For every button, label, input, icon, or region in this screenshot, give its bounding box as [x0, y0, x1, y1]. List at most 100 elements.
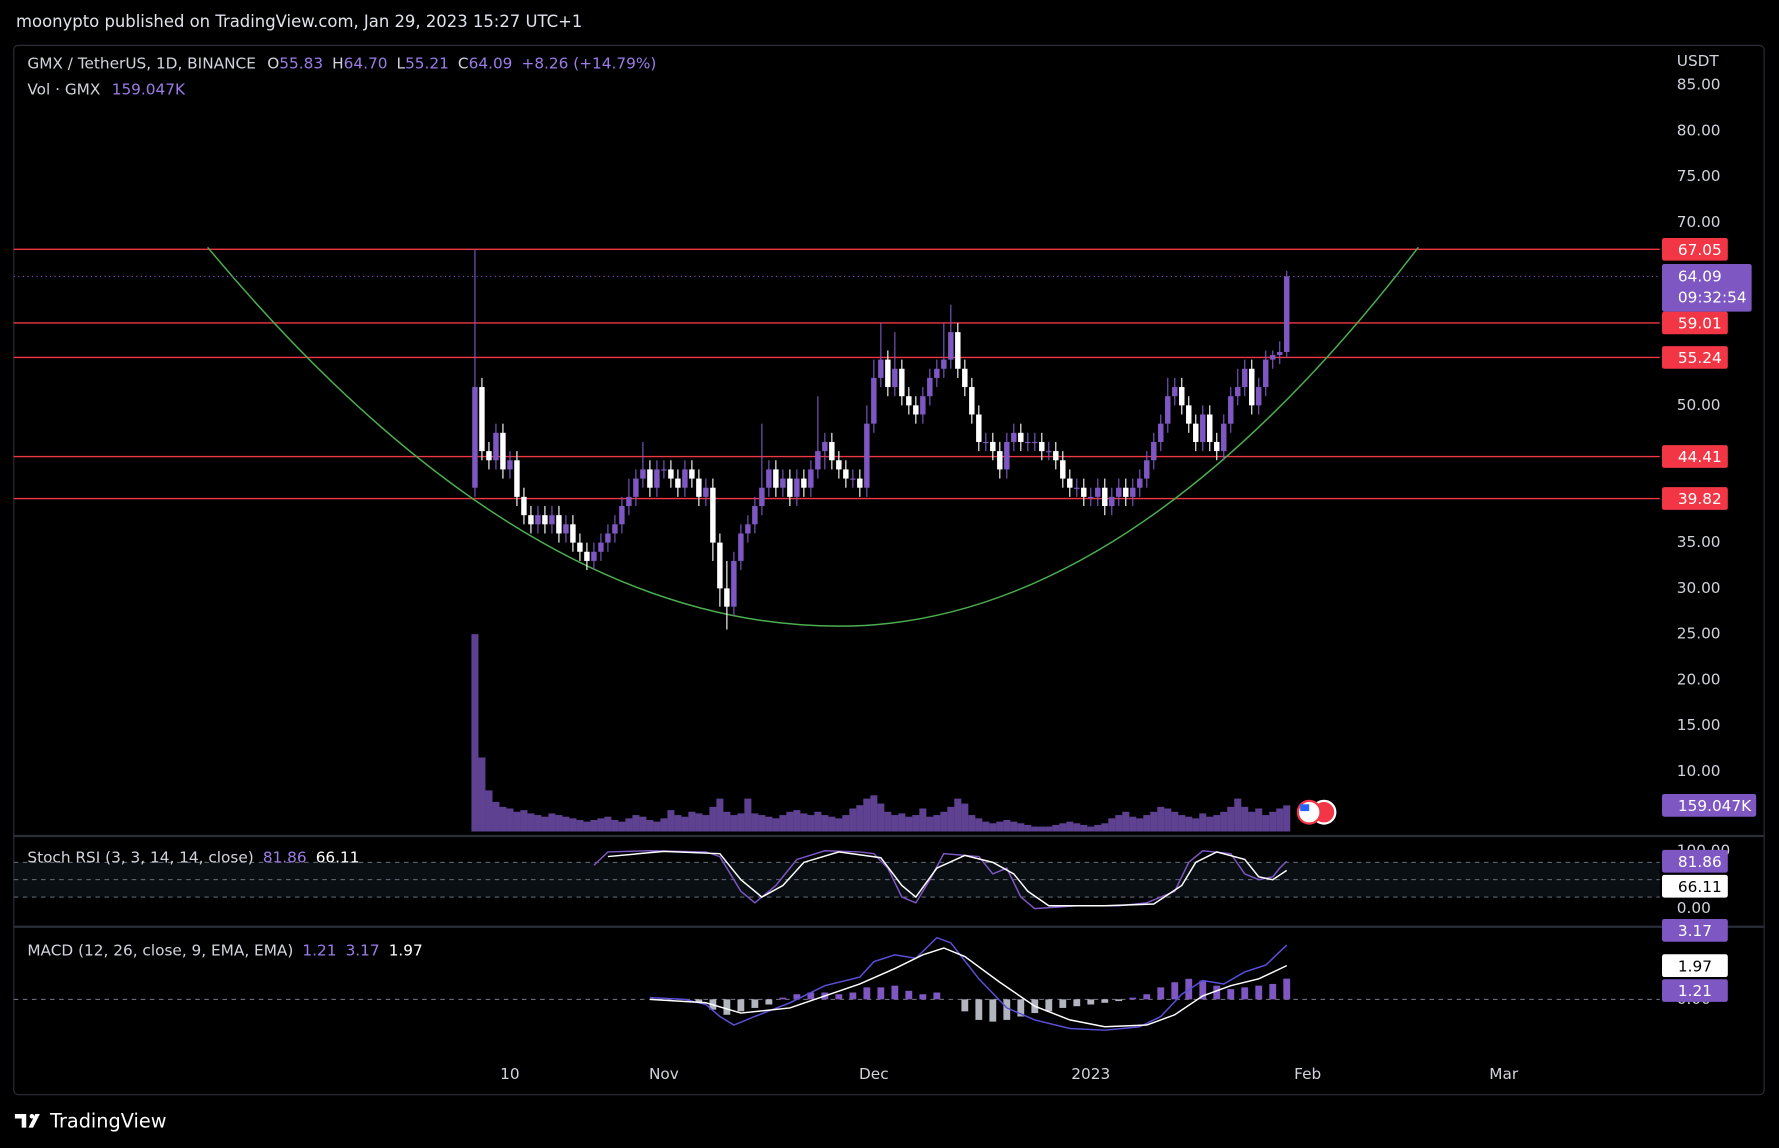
- candle-body: [843, 469, 849, 479]
- candle-body: [1270, 355, 1276, 360]
- candle-body: [1039, 441, 1045, 452]
- volume-bar: [583, 821, 591, 832]
- macd-histogram-bar: [1269, 983, 1277, 1000]
- volume-bar: [975, 818, 983, 832]
- volume-bar: [800, 813, 808, 832]
- candle-body: [808, 469, 814, 488]
- volume-bar: [534, 815, 542, 832]
- candle-body: [836, 460, 842, 470]
- level-label-text: 44.41: [1678, 448, 1722, 466]
- candle-body: [1144, 460, 1150, 479]
- indicator-line: [649, 936, 1288, 1031]
- candle-body: [472, 387, 478, 488]
- candle-body: [794, 478, 800, 497]
- macd-histogram-bar: [975, 999, 983, 1020]
- volume-bar: [1052, 824, 1060, 832]
- candle-body: [752, 506, 758, 525]
- candle-body: [1158, 423, 1164, 442]
- volume-bar: [772, 818, 780, 832]
- candle-body: [829, 441, 835, 461]
- volume-bar: [849, 808, 857, 832]
- ohlc-key: H: [332, 54, 344, 72]
- volume-bar: [1199, 813, 1207, 832]
- volume-bar: [590, 819, 598, 832]
- candle-body: [1284, 276, 1290, 353]
- macd-histogram-bar: [723, 999, 731, 1015]
- price-box-countdown: 09:32:54: [1678, 288, 1747, 306]
- candle-body: [675, 478, 681, 488]
- candle-body: [689, 469, 695, 479]
- volume-bar: [471, 634, 479, 832]
- candle-body: [1207, 414, 1213, 442]
- candle-body: [850, 478, 856, 480]
- candle-body: [864, 423, 870, 488]
- volume-bar: [1073, 823, 1081, 832]
- volume-bar: [562, 816, 570, 832]
- candle-body: [1193, 423, 1199, 442]
- candle-body: [815, 451, 821, 470]
- volume-bar: [674, 815, 682, 832]
- candle-body: [591, 551, 597, 561]
- volume-bar: [681, 816, 689, 832]
- volume-bar: [639, 816, 647, 832]
- macd-histogram-bar: [849, 992, 857, 1000]
- volume-bar: [1269, 811, 1277, 832]
- volume-bar: [548, 813, 556, 832]
- indicator-label-text: 81.86: [1678, 853, 1722, 871]
- macd-title: MACD (12, 26, close, 9, EMA, EMA): [27, 941, 293, 959]
- brand: TradingView: [49, 1109, 166, 1132]
- ohlc-key: L: [397, 54, 406, 72]
- level-label: 59.01: [1662, 311, 1728, 335]
- candle-body: [1081, 487, 1087, 497]
- macd-histogram-bar: [737, 999, 745, 1012]
- volume-bar: [1010, 821, 1018, 832]
- volume-bar: [1101, 823, 1109, 832]
- volume-bar: [1080, 824, 1088, 832]
- volume-bar: [1143, 815, 1151, 832]
- candle-body: [1263, 359, 1269, 388]
- change: +8.26 (+14.79%): [522, 54, 657, 72]
- volume-bar: [1157, 806, 1165, 832]
- volume-bar: [968, 815, 976, 832]
- indicator-label-bg: [1662, 874, 1728, 898]
- volume-bar: [1003, 819, 1011, 832]
- candle-body: [605, 533, 611, 543]
- event-icons: [1296, 799, 1337, 825]
- candle-body: [1046, 451, 1052, 453]
- macd-histogram-bar: [793, 994, 801, 1000]
- indicator-line: [607, 850, 1288, 907]
- ohlc-value: 64.09: [469, 54, 513, 72]
- volume-bar: [793, 810, 801, 832]
- volume-bar: [1276, 808, 1284, 832]
- candle-body: [584, 551, 590, 561]
- volume-bar: [723, 811, 731, 832]
- candle-body: [1130, 487, 1136, 497]
- volume-bar: [1255, 808, 1263, 832]
- volume-bar: [765, 816, 773, 832]
- candle-body: [766, 469, 772, 488]
- candle-body: [1116, 487, 1122, 497]
- y-tick-label: 80.00: [1677, 121, 1721, 139]
- candle-body: [955, 332, 961, 369]
- volume-bar: [912, 815, 920, 832]
- y-tick-label: 70.00: [1677, 213, 1721, 231]
- candle-body: [486, 451, 492, 461]
- volume-bar: [653, 821, 661, 832]
- volume-bar: [1136, 818, 1144, 832]
- macd-histogram-bar: [695, 999, 703, 1003]
- volume-bar: [891, 815, 899, 832]
- candle-body: [1095, 487, 1101, 497]
- macd-histogram-bar: [933, 992, 941, 1000]
- x-tick-label: 2023: [1071, 1065, 1110, 1083]
- level-label: 39.82: [1662, 487, 1728, 510]
- price-box-bg: [1662, 263, 1752, 312]
- indicator-label-text: 66.11: [1678, 878, 1722, 896]
- ohlc-key: C: [458, 54, 469, 72]
- candle-body: [612, 524, 618, 534]
- candle-body: [822, 441, 828, 452]
- candle-body: [1242, 368, 1248, 388]
- macd-histogram-bar: [1059, 999, 1067, 1008]
- volume-bar: [933, 815, 941, 832]
